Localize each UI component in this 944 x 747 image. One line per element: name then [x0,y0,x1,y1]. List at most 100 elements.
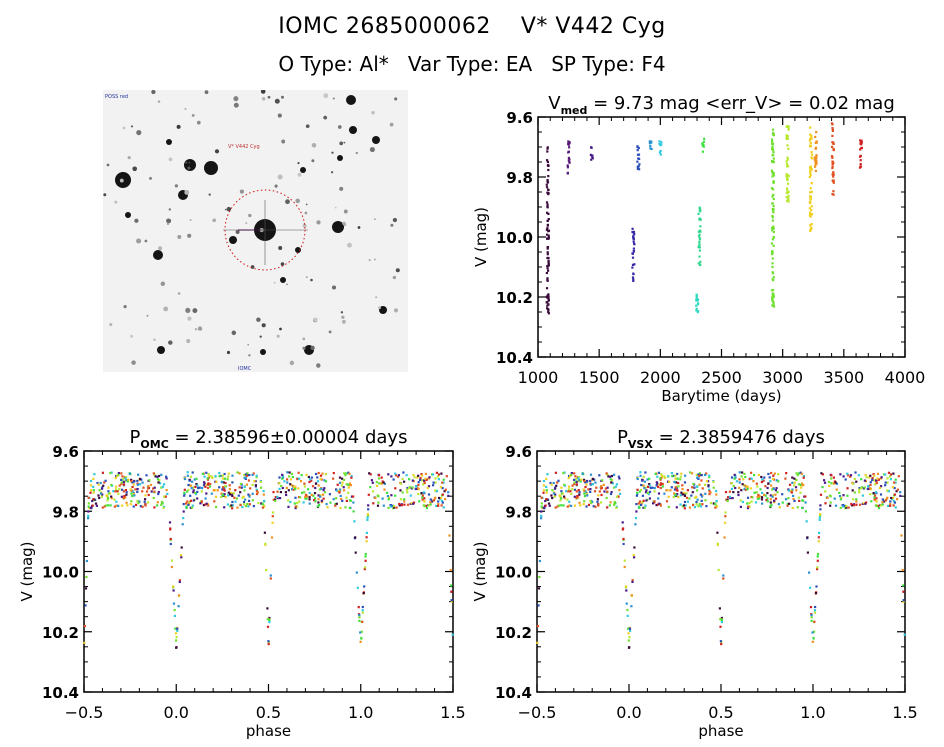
data-point [613,486,616,489]
data-point [339,494,342,497]
data-point [648,484,652,487]
data-point [401,491,404,494]
data-point [546,267,549,270]
data-point [381,480,384,483]
data-point [877,478,880,481]
data-point [571,488,574,491]
data-point [568,146,571,149]
data-point [335,497,338,500]
data-point [310,476,313,479]
data-point [399,481,402,484]
data-point [701,143,705,146]
data-point [547,218,550,221]
data-point [427,504,431,507]
data-point [175,639,178,642]
data-point [164,495,167,498]
data-point [626,608,629,612]
data-point [698,474,701,477]
data-point [279,497,282,500]
data-point [281,473,284,476]
data-point [679,478,682,481]
star [313,317,318,322]
data-point [884,499,888,502]
x-tick-label: 4000 [885,368,926,387]
data-point [743,488,746,491]
data-point [274,498,277,501]
data-point [809,133,812,136]
data-point [239,503,242,507]
data-point [589,490,592,493]
data-point [640,503,643,506]
data-point [738,471,741,474]
data-point [600,493,603,497]
data-point [122,483,126,486]
data-point [760,496,764,499]
data-point [739,499,742,502]
data-point [589,500,592,503]
data-point [182,517,185,520]
data-point [866,487,869,491]
data-point [688,506,692,509]
data-point [212,489,215,492]
data-point [808,166,812,169]
data-point [619,492,622,495]
data-point [262,500,266,503]
data-point [224,485,227,488]
data-point [809,197,812,201]
data-point [193,498,196,501]
data-point [683,492,686,496]
data-point [787,125,790,128]
data-point [831,129,834,132]
data-point [731,497,734,500]
data-point [546,146,549,149]
data-point [658,140,661,143]
data-point [114,490,117,493]
data-point [591,154,594,157]
data-point [136,483,139,486]
data-point [450,600,453,603]
data-point [771,293,775,296]
data-point [599,486,602,489]
data-point [180,556,183,559]
star [341,315,345,319]
data-point [394,487,397,490]
data-point [886,477,889,480]
data-point [110,471,113,474]
data-point [809,137,812,141]
data-point [747,505,750,508]
phase_vsx-xlabel: phase [698,722,743,740]
data-point [91,504,94,507]
data-point [101,506,104,509]
data-point [215,480,218,483]
data-point [741,483,744,486]
data-point [734,476,737,479]
star [295,198,300,204]
star [261,96,266,101]
data-point [245,505,248,508]
data-point [558,494,561,497]
data-point [683,507,686,510]
data-point [761,478,764,481]
data-point [697,235,701,238]
data-point [87,510,90,513]
data-point [770,484,773,487]
data-point [290,472,293,475]
data-point [885,497,888,500]
data-point [655,481,658,484]
data-point [547,310,550,313]
data-point [795,489,798,492]
data-point [676,493,679,496]
data-point [401,477,404,480]
data-point [107,497,110,500]
data-point [832,149,835,152]
data-point [348,482,351,485]
data-point [834,481,837,484]
data-point [428,476,431,479]
data-point [862,502,865,505]
data-point [603,490,606,493]
data-point [122,481,125,484]
data-point [860,146,863,150]
data-point [361,620,364,623]
data-point [545,477,548,480]
data-point [199,502,202,505]
